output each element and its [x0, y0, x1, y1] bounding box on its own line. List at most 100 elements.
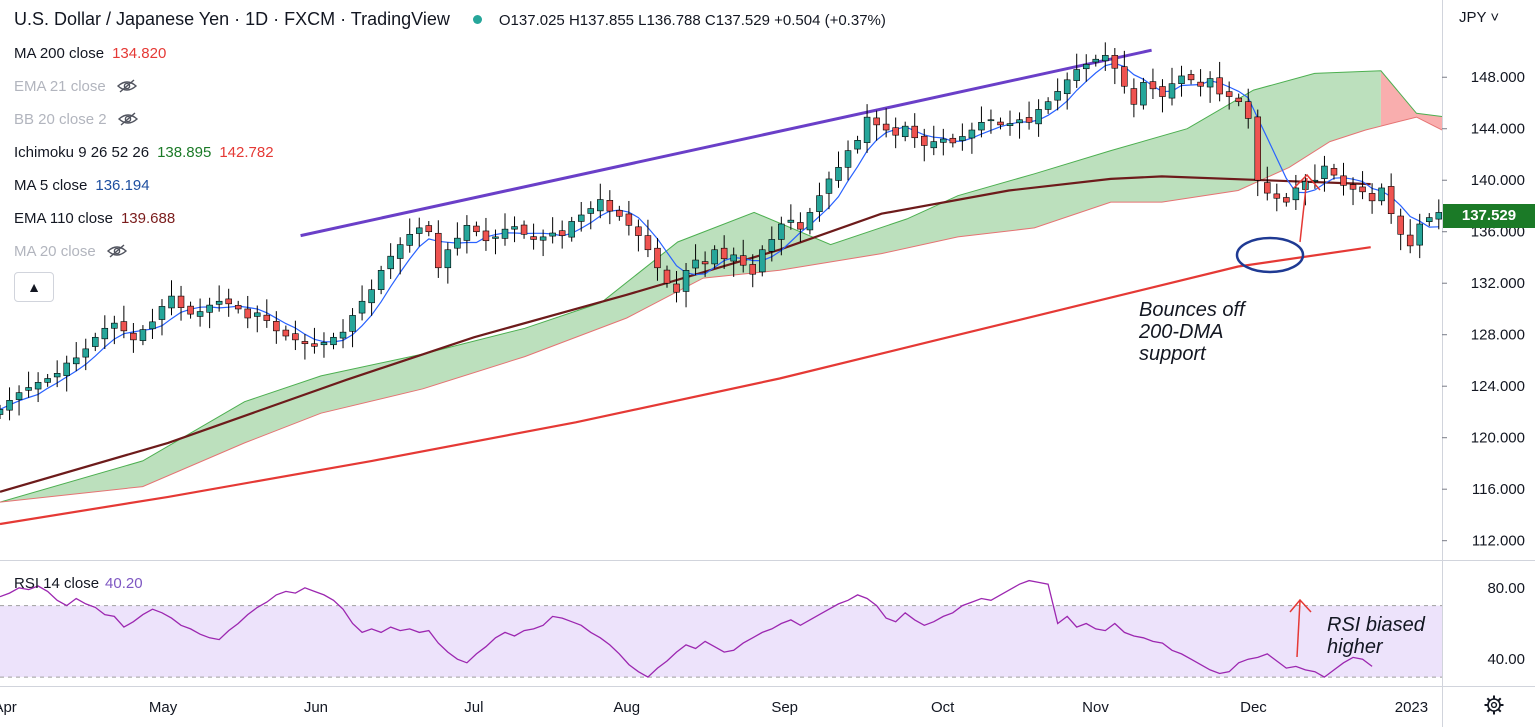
candle-down	[749, 264, 756, 275]
hidden-eye-icon[interactable]	[116, 78, 138, 94]
candle-down	[1273, 193, 1281, 199]
cloud-bullish-area	[0, 70, 1381, 503]
symbol-title[interactable]: U.S. Dollar / Japanese Yen · 1D · FXCM ·…	[14, 9, 450, 29]
candle-up	[492, 236, 499, 239]
legend-value: 142.782	[219, 144, 274, 161]
x-tick-label: Nov	[1082, 699, 1109, 716]
collapse-legend-button[interactable]: ▲	[14, 272, 54, 302]
y-tick-label: 124.000	[1471, 378, 1525, 395]
x-tick-label: Jun	[304, 699, 328, 716]
candle-up	[844, 150, 852, 168]
ohlc-values: O137.025 H137.855 L136.788 C137.529 +0.5…	[498, 12, 886, 29]
rsi-panel	[0, 579, 1442, 678]
chart-header: U.S. Dollar / Japanese Yen · 1D · FXCM ·…	[14, 9, 886, 30]
candle-up	[387, 255, 394, 270]
candle-up	[206, 304, 213, 313]
legend-value: 134.820	[112, 45, 167, 62]
legend-value: 136.194	[95, 177, 150, 194]
candle-down	[1149, 81, 1157, 90]
legend-label: Ichimoku 9 26 52 26	[14, 144, 150, 161]
legend-row[interactable]: EMA 21 close	[14, 78, 138, 95]
candle-up	[44, 378, 51, 383]
candle-up	[1378, 187, 1385, 202]
hidden-eye-icon[interactable]	[117, 111, 139, 127]
rsi-y-tick-label: 40.00	[1487, 651, 1525, 668]
x-tick-label: Jul	[464, 699, 483, 716]
candle-down	[1159, 86, 1166, 97]
candle-up	[1416, 223, 1423, 246]
candle-down	[1264, 182, 1271, 194]
candle-up	[978, 121, 985, 131]
candle-down	[301, 341, 309, 345]
legend-row[interactable]: BB 20 close 2	[14, 111, 139, 128]
legend-row[interactable]: MA 200 close 134.820	[14, 45, 166, 62]
legend-row[interactable]: MA 5 close 136.194	[14, 177, 150, 194]
candle-up	[149, 321, 156, 330]
rsi-legend-value: 40.20	[105, 575, 143, 592]
candle-up	[34, 382, 42, 390]
settings-gear-icon[interactable]	[1483, 694, 1505, 716]
candle-down	[1397, 215, 1404, 235]
candle-down	[644, 235, 652, 251]
candle-down	[1283, 197, 1290, 203]
price-annotation-line: 200-DMA	[1139, 321, 1224, 343]
legend-row[interactable]: Ichimoku 9 26 52 26 138.895 142.782	[14, 144, 274, 161]
senkou-span-a-line	[0, 70, 1442, 503]
candle-up	[825, 178, 833, 194]
x-tick-label: May	[149, 699, 178, 716]
candle-up	[1206, 78, 1214, 88]
candle-up	[63, 362, 70, 376]
price-up-arrow	[1299, 177, 1308, 243]
x-tick-label: Apr	[0, 699, 17, 716]
candle-down	[673, 283, 680, 293]
legend-row[interactable]: EMA 110 close 139.688	[14, 210, 175, 227]
candle-down	[234, 305, 242, 310]
candle-down	[797, 222, 804, 230]
candle-up	[816, 195, 823, 212]
candle-up	[730, 254, 737, 262]
legend-value: 138.895	[157, 144, 212, 161]
support-ellipse	[1235, 236, 1305, 274]
candle-up	[111, 322, 118, 329]
candle-up	[444, 249, 452, 269]
candle-down	[1130, 88, 1138, 105]
candle-up	[0, 409, 4, 415]
candle-up	[349, 315, 356, 332]
candle-down	[625, 213, 633, 226]
candle-up	[577, 214, 585, 222]
candle-up	[377, 270, 385, 290]
candle-down	[177, 295, 185, 308]
x-tick-label: Aug	[613, 699, 640, 716]
candle-up	[901, 125, 909, 138]
legend-label: EMA 21 close	[14, 78, 106, 95]
candle-up	[1168, 83, 1176, 99]
candle-up	[454, 237, 461, 249]
candle-up	[1016, 119, 1023, 124]
legend-row[interactable]: MA 20 close	[14, 243, 128, 260]
currency-selector[interactable]: JPY ˅	[1459, 9, 1500, 26]
candle-up	[597, 199, 604, 212]
candle-down	[311, 343, 318, 347]
current-price-tag: 137.529	[1443, 204, 1535, 228]
candle-up	[987, 119, 995, 122]
candle-up	[406, 233, 413, 246]
y-tick-label: 144.000	[1471, 121, 1525, 138]
legend-value: 139.688	[120, 210, 176, 227]
candle-down	[225, 298, 232, 305]
rsi-legend-label[interactable]: RSI 14 close	[14, 575, 100, 592]
candle-up	[1035, 109, 1042, 125]
candle-up	[863, 116, 871, 143]
candle-up	[835, 167, 842, 181]
legend-label: EMA 110 close	[14, 210, 113, 227]
candle-up	[501, 228, 509, 239]
candle-down	[187, 305, 194, 315]
candle-down	[1111, 55, 1119, 69]
candle-up	[1073, 69, 1080, 81]
candle-down	[120, 321, 128, 332]
candles	[0, 42, 1442, 421]
hidden-eye-icon[interactable]	[106, 243, 128, 259]
candle-up	[692, 259, 699, 269]
candle-up	[711, 249, 718, 265]
candle-up	[396, 244, 404, 259]
